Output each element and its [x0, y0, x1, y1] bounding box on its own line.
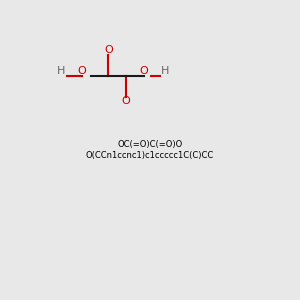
Text: O: O: [122, 96, 130, 106]
Text: O: O: [77, 66, 86, 76]
Text: O: O: [104, 45, 113, 56]
Text: H: H: [161, 66, 169, 76]
Text: OC(=O)C(=O)O
O(CCn1ccnc1)c1ccccc1C(C)CC: OC(=O)C(=O)O O(CCn1ccnc1)c1ccccc1C(C)CC: [86, 140, 214, 160]
Text: H: H: [57, 66, 65, 76]
Text: O: O: [140, 66, 148, 76]
